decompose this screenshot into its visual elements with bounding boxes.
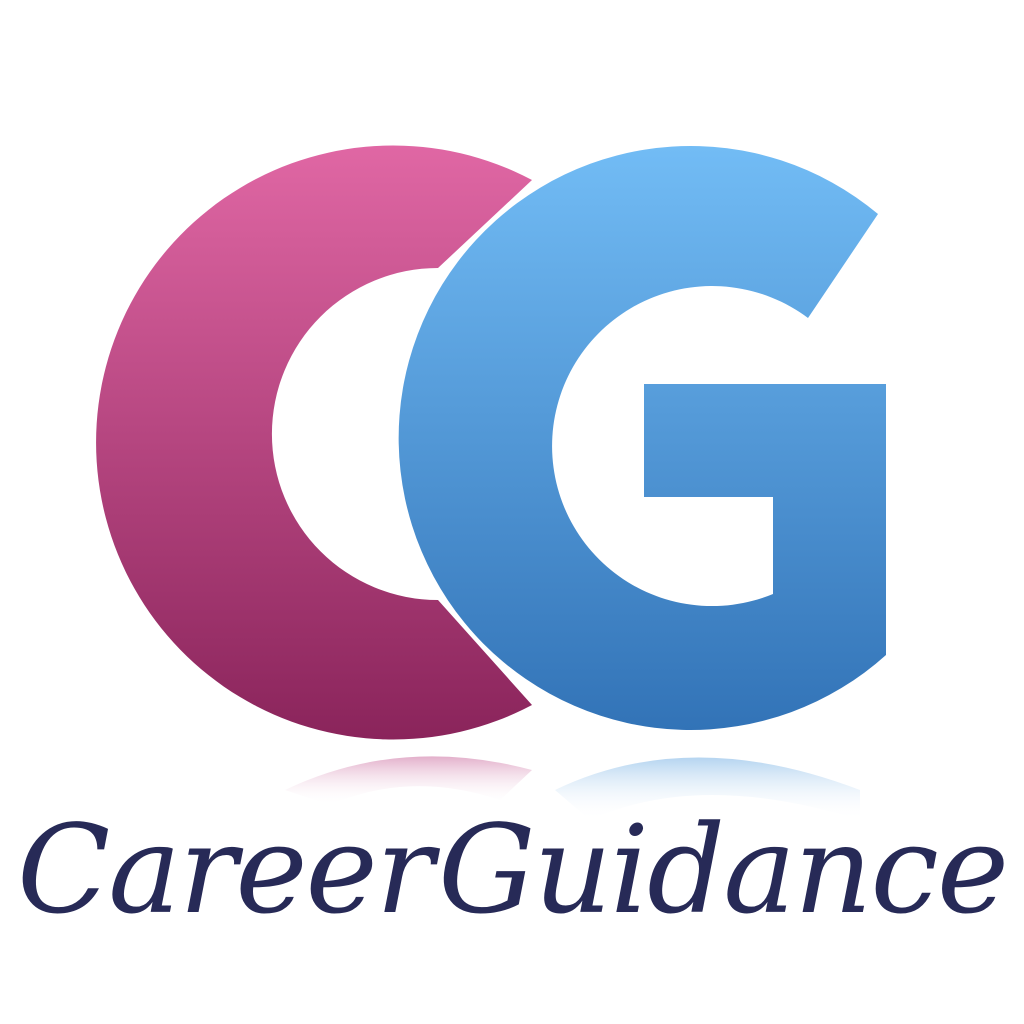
- letter-g-shape: [398, 145, 886, 730]
- wordmark-career: Career: [16, 799, 434, 941]
- wordmark-career-guidance: Career Guidance: [0, 760, 1024, 980]
- letter-c-reflection: [285, 756, 532, 805]
- wordmark-guidance: Guidance: [438, 799, 1009, 941]
- letter-g-reflection: [555, 757, 860, 820]
- letter-c-shape: [96, 145, 532, 740]
